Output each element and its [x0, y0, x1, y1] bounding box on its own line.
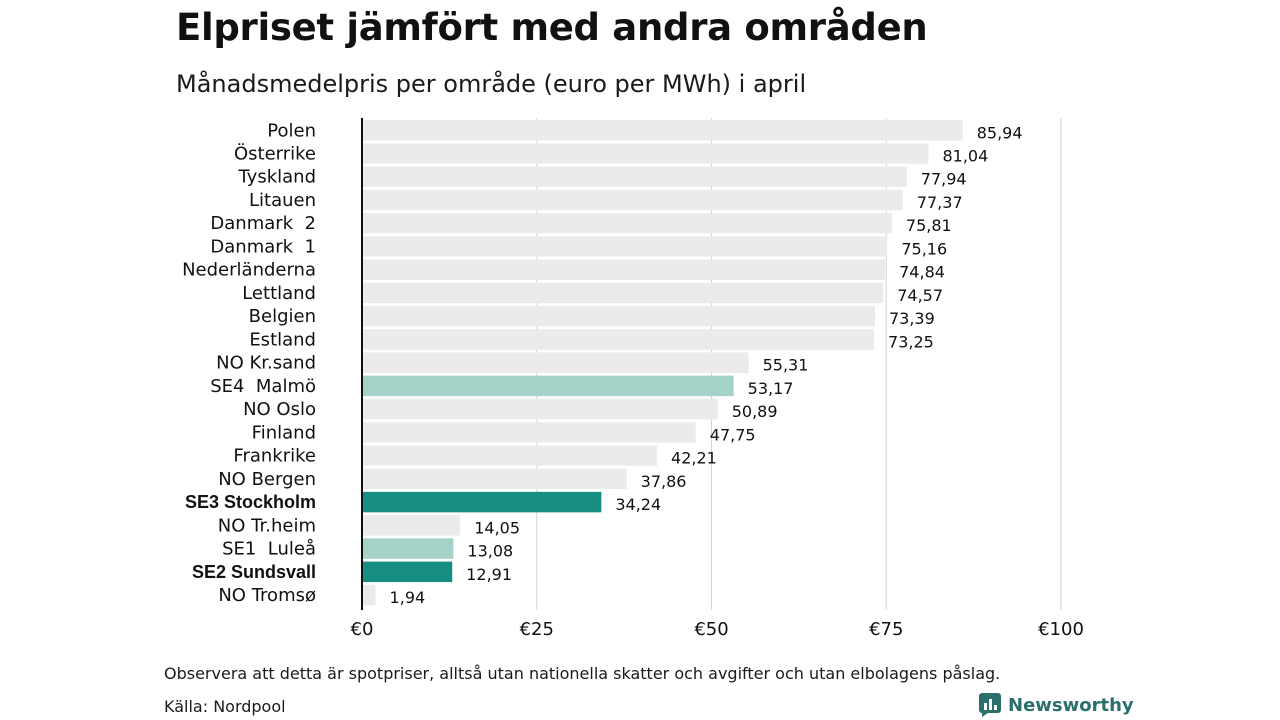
value-label: 74,57	[897, 286, 943, 305]
category-label: NO Bergen	[218, 469, 316, 490]
category-label: Estland	[249, 329, 316, 350]
category-label: SE2 Sundsvall	[192, 562, 316, 582]
bar	[362, 422, 696, 443]
x-tick-label: €100	[1038, 619, 1084, 640]
footnote: Observera att detta är spotpriser, allts…	[164, 664, 1001, 683]
bar	[362, 212, 892, 234]
value-label: 73,39	[889, 309, 935, 328]
bar	[362, 398, 718, 420]
category-label: Danmark 1	[210, 236, 316, 257]
category-label: Litauen	[249, 190, 316, 211]
value-label: 14,05	[474, 518, 520, 537]
category-label: SE1 Luleå	[222, 539, 316, 560]
bar	[362, 515, 461, 536]
x-tick-label: €50	[694, 619, 728, 640]
bar	[362, 561, 453, 583]
bar	[362, 468, 627, 490]
bar	[362, 282, 884, 304]
bar-chart: €0 €25 €50 €75 €100 Polen 85,94 Österrike 81,04 T…	[182, 118, 1084, 640]
value-label: 81,04	[942, 146, 988, 165]
category-label: Polen	[267, 120, 316, 141]
bar	[362, 538, 454, 559]
value-label: 50,89	[732, 402, 778, 421]
category-label: NO Oslo	[243, 399, 316, 420]
category-label: Danmark 2	[210, 213, 316, 234]
bar	[362, 445, 658, 466]
value-label: 12,91	[466, 565, 512, 584]
category-label: NO Kr.sand	[216, 353, 316, 374]
category-label: Nederländerna	[182, 260, 316, 281]
value-label: 55,31	[763, 356, 809, 375]
bar	[362, 491, 602, 513]
bar	[362, 236, 888, 257]
brand-logo: Newsworthy	[979, 693, 1134, 717]
source-note: Källa: Nordpool	[164, 697, 286, 716]
value-label: 77,94	[921, 170, 967, 189]
value-label: 85,94	[977, 123, 1023, 142]
value-label: 73,25	[888, 332, 934, 351]
bar	[362, 120, 963, 141]
category-label: SE3 Stockholm	[185, 492, 316, 512]
category-label: Finland	[252, 422, 316, 443]
category-label: NO Tr.heim	[218, 515, 316, 536]
bar	[362, 584, 376, 606]
category-label: Tyskland	[237, 167, 316, 188]
value-label: 47,75	[710, 425, 756, 444]
chart-subtitle: Månadsmedelpris per område (euro per MWh…	[176, 70, 807, 98]
category-label: Belgien	[249, 306, 316, 327]
bar	[362, 329, 875, 350]
value-label: 75,16	[901, 239, 947, 258]
category-label: Frankrike	[233, 446, 316, 467]
value-label: 1,94	[390, 588, 426, 607]
chart-title: Elpriset jämfört med andra områden	[176, 6, 928, 49]
bar	[362, 352, 749, 373]
brand-name: Newsworthy	[1008, 694, 1134, 716]
category-label: Lettland	[242, 283, 316, 304]
value-label: 13,08	[467, 542, 513, 561]
value-label: 37,86	[641, 472, 687, 491]
bar	[362, 166, 907, 187]
bar	[362, 375, 734, 397]
value-label: 42,21	[671, 449, 717, 468]
bar	[362, 305, 875, 327]
x-tick-label: €0	[351, 619, 374, 640]
value-label: 77,37	[917, 193, 963, 212]
value-label: 75,81	[906, 216, 952, 235]
x-tick-label: €25	[520, 619, 554, 640]
value-label: 34,24	[615, 495, 661, 514]
category-label: Österrike	[234, 142, 316, 164]
bar	[362, 259, 886, 280]
x-tick-label: €75	[869, 619, 903, 640]
bar-chart-icon	[979, 693, 1001, 717]
category-label: NO Tromsø	[218, 585, 316, 606]
bar	[362, 189, 903, 211]
bar	[362, 143, 929, 164]
value-label: 74,84	[899, 263, 945, 282]
category-label: SE4 Malmö	[210, 376, 316, 397]
value-label: 53,17	[748, 379, 794, 398]
